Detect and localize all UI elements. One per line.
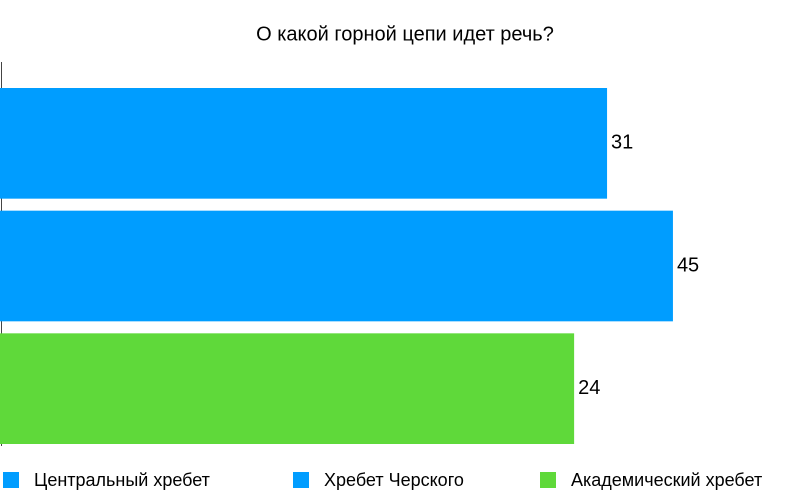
bar	[0, 210, 673, 322]
bar	[0, 88, 608, 199]
legend-swatch	[540, 472, 556, 488]
bar	[0, 333, 575, 444]
legend-swatch	[293, 472, 309, 488]
chart-title: О какой горной цепи идет речь?	[256, 23, 554, 45]
legend-label: Центральный хребет	[34, 470, 210, 490]
value-label: 31	[611, 132, 633, 154]
legend-label: Хребет Черского	[324, 470, 464, 490]
value-label: 45	[677, 254, 699, 276]
legend-label: Академический хребет	[571, 470, 762, 490]
value-label: 24	[578, 377, 600, 399]
legend-swatch	[3, 472, 19, 488]
